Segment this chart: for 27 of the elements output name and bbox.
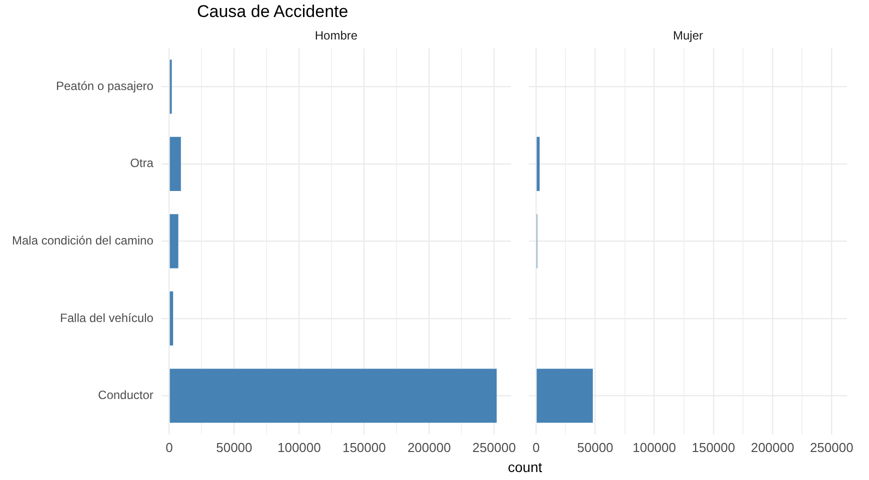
x-tick-label: 50000 (216, 440, 252, 455)
chart-title: Causa de Accidente (197, 2, 348, 22)
x-axis-title: count (506, 459, 544, 475)
chart-subtitle: Hombre (314, 28, 358, 42)
x-tick-label: 150000 (342, 440, 386, 455)
x-tick-label: 250000 (810, 440, 854, 455)
y-tick-label: Conductor (98, 388, 154, 402)
x-tick-label: 200000 (750, 440, 794, 455)
bar (170, 291, 174, 346)
x-tick-label: 100000 (632, 440, 676, 455)
bar (536, 368, 593, 423)
x-tick-label: 0 (166, 440, 173, 455)
y-tick-label: Otra (130, 156, 154, 170)
chart-subtitle: Mujer (672, 28, 704, 42)
y-tick-label: Mala condición del camino (12, 234, 154, 248)
x-tick-label: 250000 (472, 440, 516, 455)
x-tick-label: 100000 (277, 440, 321, 455)
x-tick-label: 150000 (692, 440, 736, 455)
x-tick-label: 200000 (407, 440, 451, 455)
bar (536, 136, 540, 191)
x-tick-label: 0 (532, 440, 540, 455)
bar (170, 214, 178, 268)
x-tick-label: 50000 (577, 440, 614, 455)
y-tick-label: Falla del vehículo (60, 310, 154, 325)
bar (170, 136, 181, 191)
bar (170, 368, 497, 423)
y-tick-label: Peatón o pasajero (56, 78, 154, 93)
